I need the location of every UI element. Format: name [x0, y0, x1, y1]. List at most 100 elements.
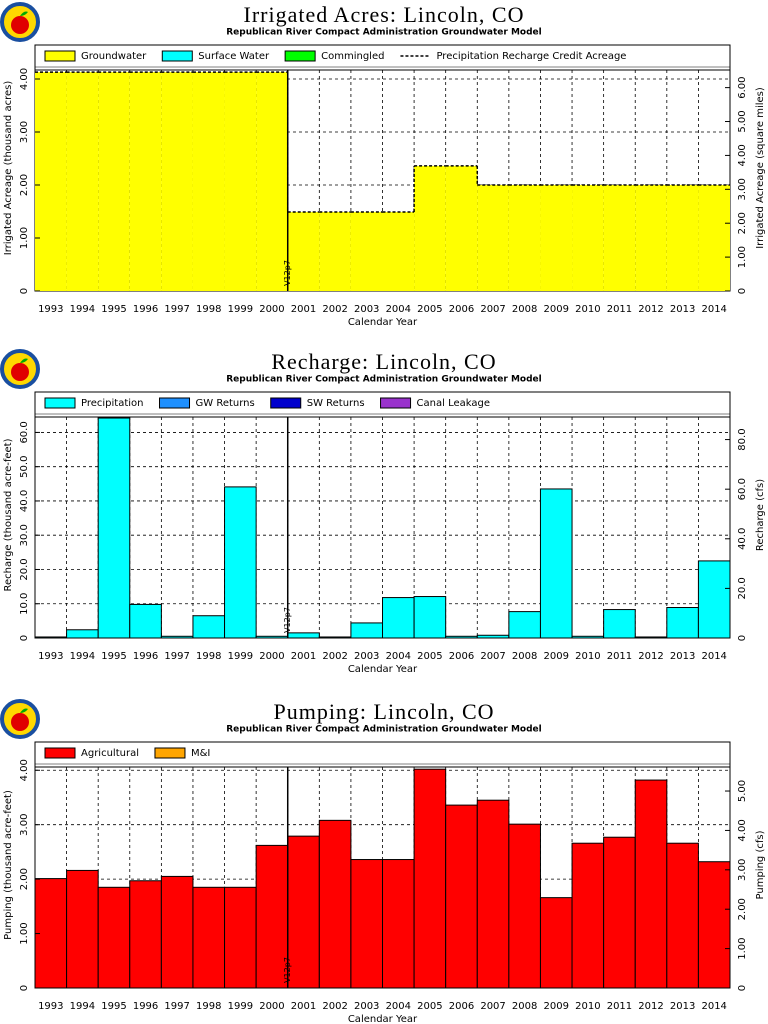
bar	[255, 844, 289, 989]
x-tick-label: 2006	[449, 651, 474, 662]
x-tick-label: 2006	[449, 1001, 474, 1012]
vline-label: V12p7	[283, 607, 292, 633]
x-axis-label: Calendar Year	[348, 317, 418, 328]
bar	[66, 629, 99, 639]
x-tick-label: 1997	[164, 304, 189, 315]
x-tick-label: 1993	[38, 304, 63, 315]
y2-tick-label: 0	[737, 288, 748, 294]
x-tick-label: 2001	[291, 1001, 316, 1012]
y2-tick-label: 4.00	[737, 144, 748, 166]
bar	[476, 634, 510, 639]
x-tick-label: 2005	[417, 651, 442, 662]
legend-swatch	[154, 747, 186, 759]
vline-label: V12p7	[283, 957, 292, 983]
x-tick-label: 1993	[38, 1001, 63, 1012]
area-segment	[287, 212, 320, 291]
x-tick-label: 2007	[480, 651, 505, 662]
x-tick-label: 1999	[228, 304, 253, 315]
legend-label: M&I	[191, 748, 210, 759]
x-tick-label: 2009	[544, 1001, 569, 1012]
x-tick-label: 2000	[259, 651, 284, 662]
y-axis-label: Pumping (thousand acre-feet)	[3, 790, 14, 940]
bar	[224, 486, 257, 639]
bar	[287, 835, 320, 989]
area-segment	[35, 72, 67, 291]
y-tick-label: 0	[19, 635, 30, 641]
bar	[382, 597, 415, 639]
y2-tick-label: 1.00	[737, 246, 748, 268]
chart-subtitle: Republican River Compact Administration …	[226, 28, 542, 38]
bar	[97, 886, 131, 989]
y-tick-label: 4.00	[19, 68, 30, 90]
legend-label: GW Returns	[196, 398, 255, 409]
y-axis-label: Irrigated Acreage (thousand acres)	[3, 81, 14, 256]
bar	[287, 632, 320, 639]
x-tick-label: 2009	[544, 304, 569, 315]
y2-tick-label: 40.0	[737, 528, 748, 550]
x-tick-label: 2014	[701, 304, 726, 315]
bar	[445, 635, 478, 639]
bar	[66, 869, 99, 989]
area-segment	[129, 72, 162, 291]
y2-tick-label: 0	[737, 635, 748, 641]
logo-leaf	[20, 11, 28, 16]
legend-swatch	[161, 50, 193, 62]
x-tick-label: 2000	[259, 304, 284, 315]
x-tick-label: 1996	[133, 304, 158, 315]
x-tick-label: 2011	[607, 304, 632, 315]
legend-swatch	[44, 747, 76, 759]
legend-swatch	[44, 397, 76, 409]
y2-axis-label: Pumping (cfs)	[755, 830, 766, 899]
x-tick-label: 2006	[449, 304, 474, 315]
legend-label: Canal Leakage	[417, 398, 490, 409]
y2-axis-label: Recharge (cfs)	[755, 479, 766, 551]
legend-label: Groundwater	[81, 51, 147, 62]
x-tick-label: 1994	[70, 1001, 95, 1012]
legend-swatch	[159, 397, 191, 409]
chart-subtitle: Republican River Compact Administration …	[226, 375, 542, 385]
chart-subtitle: Republican River Compact Administration …	[226, 725, 542, 735]
bar	[413, 768, 447, 989]
x-tick-label: 2012	[638, 1001, 663, 1012]
x-tick-label: 1995	[101, 651, 126, 662]
y-tick-label: 2.00	[19, 174, 30, 196]
y2-tick-label: 2.00	[737, 898, 748, 920]
x-tick-label: 2003	[354, 1001, 379, 1012]
bar	[129, 880, 162, 989]
area-segment	[414, 165, 446, 291]
bar	[192, 615, 226, 639]
bar	[666, 842, 699, 989]
x-tick-label: 1994	[70, 651, 95, 662]
logo-leaf	[20, 708, 28, 713]
x-tick-label: 2005	[417, 304, 442, 315]
bar	[350, 622, 383, 639]
legend-label: Precipitation	[81, 398, 144, 409]
area-segment	[603, 185, 636, 291]
x-tick-label: 2004	[386, 304, 411, 315]
chart-title: Recharge: Lincoln, CO	[271, 349, 496, 374]
x-tick-label: 2010	[575, 1001, 600, 1012]
legend-label: Surface Water	[198, 51, 270, 62]
x-axis-label: Calendar Year	[348, 1014, 418, 1024]
x-tick-label: 2002	[322, 304, 347, 315]
bar	[382, 859, 415, 989]
x-tick-label: 1997	[164, 1001, 189, 1012]
area-segment	[445, 165, 478, 291]
bar	[224, 886, 257, 989]
y2-tick-label: 2.00	[737, 212, 748, 234]
bar	[192, 886, 226, 989]
area-segment	[540, 185, 573, 291]
x-tick-label: 1996	[133, 651, 158, 662]
area-segment	[477, 185, 509, 291]
x-tick-label: 2005	[417, 1001, 442, 1012]
legend-swatch	[44, 50, 76, 62]
bar	[97, 417, 131, 639]
x-tick-label: 2007	[480, 304, 505, 315]
area-segment	[161, 72, 193, 291]
bar	[571, 842, 605, 989]
bar	[539, 897, 573, 989]
y-tick-label: 3.00	[19, 121, 30, 143]
y-tick-label: 20.0	[19, 558, 30, 580]
area-segment	[572, 185, 604, 291]
